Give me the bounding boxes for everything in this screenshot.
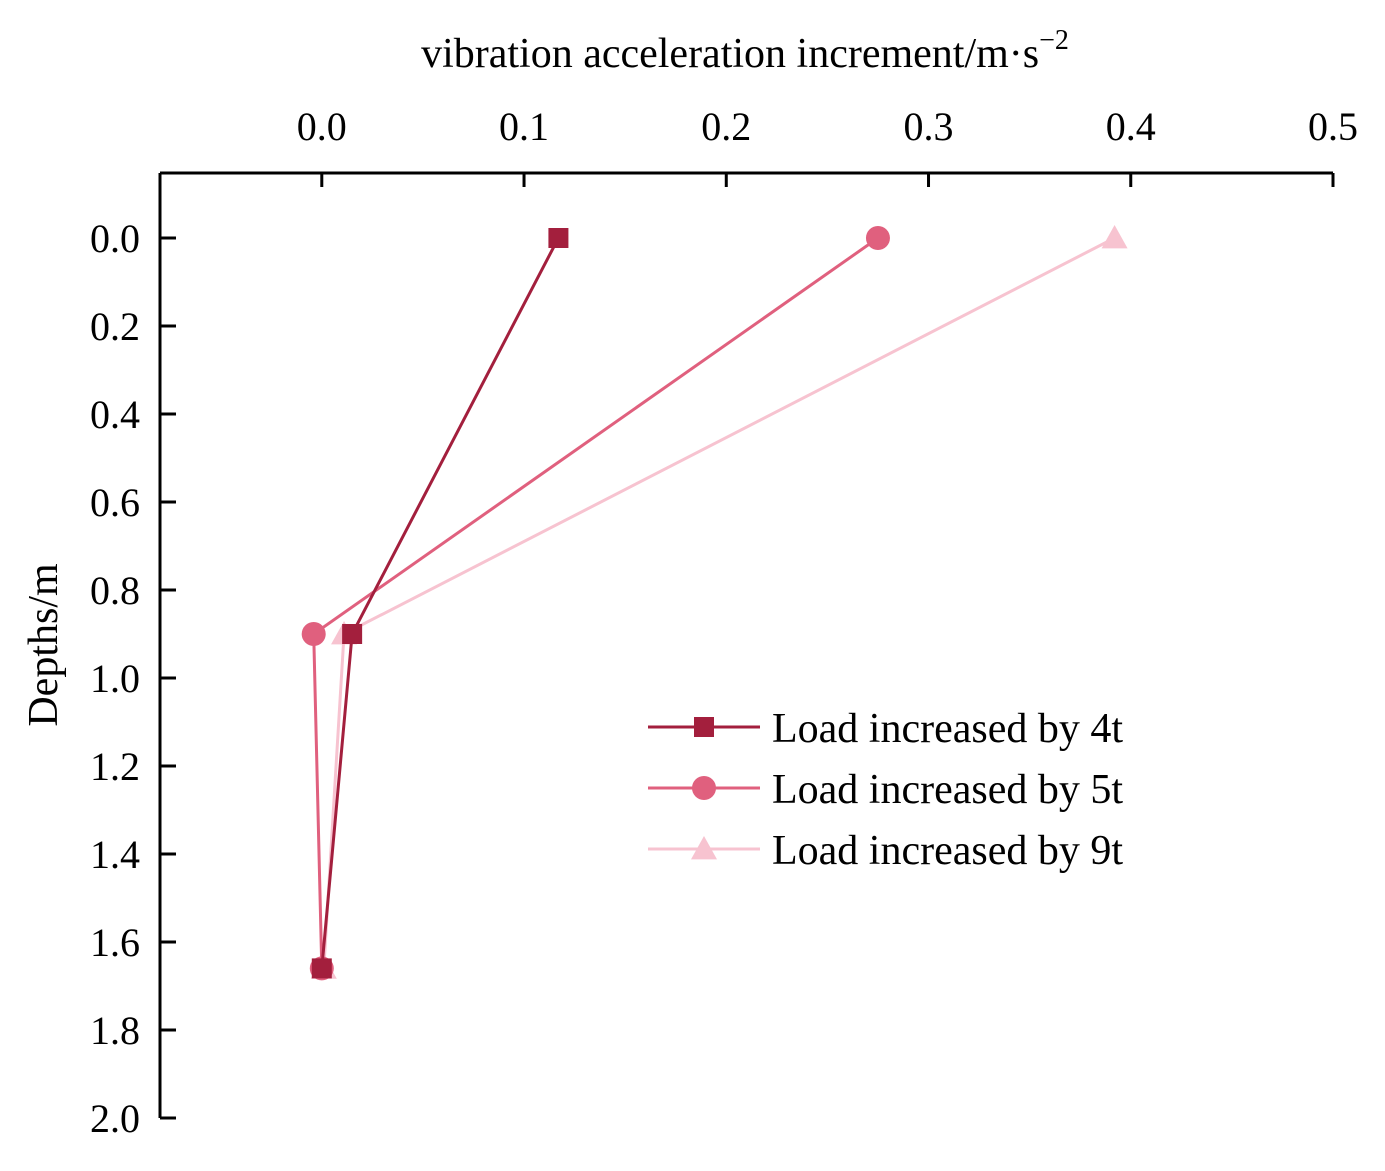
y-tick-label: 1.0 [90, 656, 140, 701]
series-layer [301, 225, 1128, 981]
legend-item: Load increased by 4t [648, 706, 1123, 752]
y-tick-label: 0.2 [90, 304, 140, 349]
data-point [1101, 225, 1128, 249]
legend-marker [691, 836, 717, 860]
x-tick-label: 0.5 [1308, 104, 1358, 149]
data-point [342, 624, 363, 644]
data-point [311, 958, 332, 979]
y-tick-label: 2.0 [90, 1096, 140, 1141]
x-ticks: 0.0 0.1 0.2 0.3 0.4 0.5 [297, 104, 1358, 187]
y-tick-label: 1.6 [90, 920, 140, 965]
series [311, 228, 569, 979]
y-tick-label: 1.4 [90, 832, 140, 877]
axes [158, 171, 1333, 1118]
y-tick-label: 0.0 [90, 216, 140, 261]
legend-item: Load increased by 5t [648, 767, 1123, 813]
y-tick-label: 1.8 [90, 1008, 140, 1053]
y-tick-label: 0.6 [90, 480, 140, 525]
x-axis-title: vibration acceleration increment/m·s−2 [421, 25, 1069, 77]
legend-label: Load increased by 9t [772, 828, 1123, 874]
data-point [301, 622, 326, 646]
legend-marker [692, 776, 716, 800]
legend-label: Load increased by 4t [772, 706, 1123, 752]
x-tick-label: 0.2 [701, 104, 751, 149]
x-tick-label: 0.3 [904, 104, 954, 149]
data-point [548, 228, 569, 248]
legend-marker [694, 717, 714, 737]
y-ticks: 0.0 0.2 0.4 0.6 0.8 1.0 1.2 1.4 1.6 1.8 2.0 [90, 216, 176, 1141]
y-tick-label: 0.4 [90, 392, 140, 437]
x-tick-label: 0.4 [1106, 104, 1156, 149]
x-tick-label: 0.1 [499, 104, 549, 149]
legend-label: Load increased by 5t [772, 767, 1123, 813]
y-tick-label: 0.8 [90, 568, 140, 613]
y-tick-label: 1.2 [90, 744, 140, 789]
data-point [865, 226, 890, 250]
legend: Load increased by 4t Load increased by 5t… [648, 706, 1123, 874]
x-tick-label: 0.0 [297, 104, 347, 149]
legend-item: Load increased by 9t [648, 828, 1123, 874]
y-axis-title: Depths/m [21, 563, 67, 727]
